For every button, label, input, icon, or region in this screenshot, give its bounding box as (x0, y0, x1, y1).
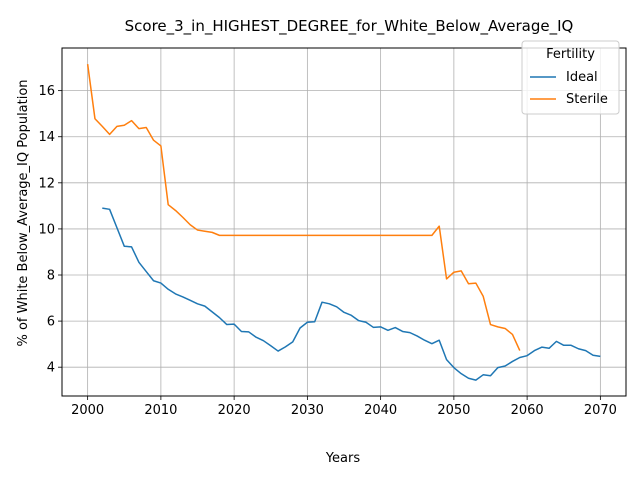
y-axis-label: % of White Below_Average_IQ Population (16, 79, 31, 346)
x-tick-label: 2010 (144, 403, 177, 418)
x-tick-label: 2020 (218, 403, 251, 418)
y-tick-label: 6 (47, 315, 55, 330)
series-layer (86, 64, 601, 381)
legend-label-ideal: Ideal (566, 70, 598, 85)
series-line-sterile (86, 64, 521, 351)
x-tick-label: 2070 (584, 403, 617, 418)
legend-label-sterile: Sterile (566, 92, 608, 107)
x-tick-label: 2000 (71, 403, 104, 418)
y-tick-label: 4 (47, 361, 55, 376)
y-tick-label: 12 (38, 176, 55, 191)
y-tick-label: 14 (38, 130, 55, 145)
x-tick-label: 2030 (291, 403, 324, 418)
y-axis: 4 6 8 10 12 14 16 (38, 84, 62, 376)
x-tick-label: 2050 (437, 403, 470, 418)
x-axis-label: Years (325, 451, 361, 466)
x-tick-label: 2060 (511, 403, 544, 418)
legend-title: Fertility (546, 47, 595, 62)
y-tick-label: 8 (47, 269, 55, 284)
series-line-ideal (102, 207, 601, 381)
x-tick-label: 2040 (364, 403, 397, 418)
legend-box (521, 40, 620, 115)
plot-frame (61, 47, 627, 397)
x-axis: 2000 2010 2020 2030 2040 2050 2060 2070 (71, 396, 617, 418)
legend: Fertility Ideal Sterile (521, 40, 620, 115)
y-tick-label: 16 (38, 84, 55, 99)
grid (62, 48, 626, 396)
y-tick-label: 10 (38, 222, 55, 237)
chart-title: Score_3_in_HIGHEST_DEGREE_for_White_Belo… (125, 17, 574, 36)
